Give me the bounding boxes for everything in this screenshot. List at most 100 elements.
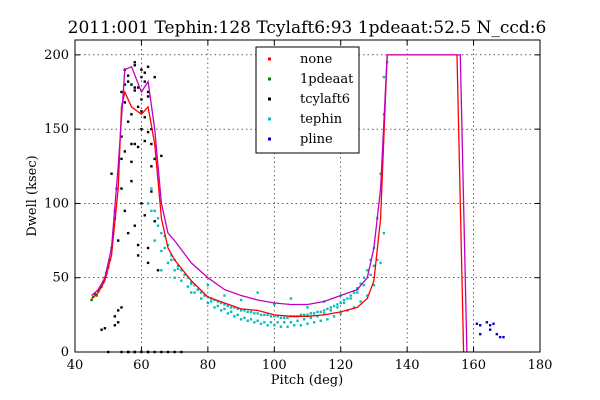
data-point — [130, 113, 133, 116]
data-point — [243, 316, 246, 320]
data-point — [143, 116, 146, 119]
x-tick-label: 80 — [200, 358, 217, 373]
x-tick-label: 120 — [328, 358, 353, 373]
x-tick-label: 180 — [528, 358, 553, 373]
data-point — [239, 309, 243, 312]
data-point — [312, 321, 316, 324]
data-point — [356, 286, 359, 290]
data-point — [299, 313, 303, 317]
data-point — [219, 301, 223, 305]
data-point — [130, 142, 133, 146]
data-point — [239, 318, 243, 321]
data-point — [186, 285, 190, 288]
data-point — [160, 249, 163, 253]
data-point — [126, 80, 130, 83]
data-point — [342, 301, 346, 305]
data-point — [309, 316, 313, 320]
data-point — [126, 120, 130, 123]
data-point — [319, 319, 322, 322]
data-point — [342, 298, 346, 302]
data-point — [206, 301, 210, 305]
data-point — [140, 75, 143, 79]
data-point — [183, 273, 186, 276]
data-point — [116, 321, 120, 324]
data-point — [123, 150, 127, 153]
data-point — [130, 179, 133, 183]
data-point — [259, 322, 263, 325]
data-point — [163, 234, 166, 238]
data-point — [283, 321, 286, 324]
data-point — [190, 280, 193, 284]
data-point — [269, 321, 273, 324]
data-point — [492, 322, 495, 325]
data-point — [130, 160, 133, 164]
data-point — [332, 315, 336, 318]
data-point — [279, 316, 283, 320]
data-point — [126, 74, 130, 77]
series-tcylaft6-points — [100, 61, 183, 354]
data-point — [286, 325, 289, 328]
legend-item: none — [268, 52, 333, 67]
data-point — [176, 264, 180, 268]
data-point — [246, 319, 249, 322]
data-point — [216, 300, 220, 303]
data-point — [316, 310, 319, 314]
data-point — [306, 322, 309, 325]
data-point — [140, 127, 143, 131]
data-point — [153, 157, 156, 161]
data-point — [356, 291, 359, 294]
data-point — [219, 309, 223, 312]
data-point — [372, 264, 376, 268]
data-point — [150, 142, 153, 146]
data-point — [120, 90, 123, 94]
data-point — [329, 306, 332, 309]
data-point — [136, 243, 140, 247]
data-point — [302, 313, 306, 317]
plot-frame — [74, 39, 541, 353]
data-point — [479, 324, 482, 327]
legend-item: tcylaft6 — [268, 92, 350, 107]
data-point — [299, 324, 303, 327]
x-tick-label: 100 — [262, 358, 287, 373]
data-point — [213, 306, 216, 309]
data-point — [133, 61, 136, 64]
data-point — [359, 282, 362, 285]
data-point — [146, 261, 150, 265]
data-point — [173, 269, 176, 272]
y-tick-label: 100 — [44, 196, 69, 211]
data-point — [200, 297, 203, 300]
y-tick-label: 150 — [44, 122, 69, 137]
data-point — [156, 269, 160, 272]
legend: none 1pdeaat tcylaft6 tephin pline — [255, 46, 360, 154]
legend-marker — [268, 77, 271, 81]
data-point — [193, 291, 196, 294]
data-point — [193, 283, 196, 287]
data-point — [302, 318, 306, 321]
data-point — [372, 283, 376, 287]
data-point — [259, 313, 263, 317]
data-point — [123, 83, 127, 86]
data-point — [322, 312, 326, 315]
data-point — [130, 83, 133, 86]
legend-label: pline — [300, 132, 333, 147]
data-point — [316, 315, 319, 318]
data-point — [156, 217, 160, 220]
data-point — [229, 310, 233, 314]
data-point — [113, 315, 117, 318]
data-point — [97, 289, 100, 293]
x-axis-label: Pitch (deg) — [271, 373, 343, 388]
data-point — [93, 292, 97, 296]
data-point — [276, 321, 279, 324]
data-point — [382, 231, 386, 235]
data-point — [133, 86, 136, 89]
data-point — [120, 135, 123, 138]
data-point — [495, 332, 499, 336]
data-point — [223, 307, 226, 311]
data-point — [153, 75, 156, 79]
data-point — [136, 105, 140, 109]
plot-series — [90, 54, 505, 354]
data-point — [273, 324, 276, 327]
data-point — [216, 304, 220, 308]
legend-marker — [268, 57, 271, 61]
